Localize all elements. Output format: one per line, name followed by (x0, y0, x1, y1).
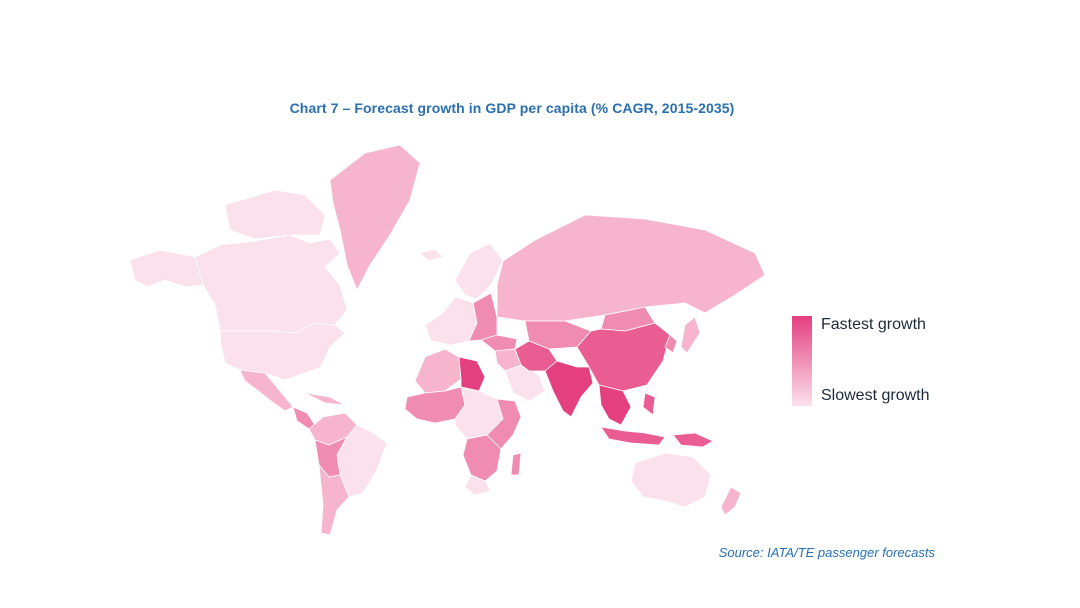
region-libya (458, 356, 486, 392)
region-australia (630, 452, 712, 508)
region-indonesia (600, 426, 666, 446)
region-western-europe (424, 296, 478, 346)
region-greenland (329, 144, 421, 291)
legend-fastest-label: Fastest growth (821, 316, 926, 333)
region-papua-new-guinea (672, 432, 714, 448)
region-japan (680, 316, 701, 354)
region-southern-africa (462, 434, 502, 482)
source-note: Source: IATA/TE passenger forecasts (718, 545, 935, 560)
region-korea (664, 334, 678, 354)
world-map (129, 144, 766, 536)
legend-color-bar (792, 316, 812, 406)
region-philippines (642, 392, 656, 416)
region-new-zealand (720, 486, 742, 516)
region-mexico (239, 369, 294, 412)
chart-title: Chart 7 – Forecast growth in GDP per cap… (289, 100, 735, 116)
region-scandinavia (454, 242, 504, 300)
region-arctic-islands (224, 189, 326, 240)
region-central-america (292, 406, 316, 430)
region-madagascar (510, 452, 522, 476)
region-caribbean (304, 392, 346, 406)
region-canada (194, 234, 348, 334)
region-southeast-asia (598, 384, 632, 426)
region-iceland (419, 248, 444, 262)
region-china (576, 322, 671, 392)
region-turkey (480, 334, 518, 352)
legend-slowest-label: Slowest growth (821, 387, 930, 404)
region-alaska (129, 249, 204, 288)
region-india (544, 360, 594, 418)
region-east-africa (486, 398, 522, 450)
region-south-africa (464, 474, 492, 496)
region-argentina-chile (318, 464, 350, 536)
region-north-africa (414, 348, 462, 394)
region-united-states (219, 322, 346, 381)
region-russia (496, 214, 766, 322)
